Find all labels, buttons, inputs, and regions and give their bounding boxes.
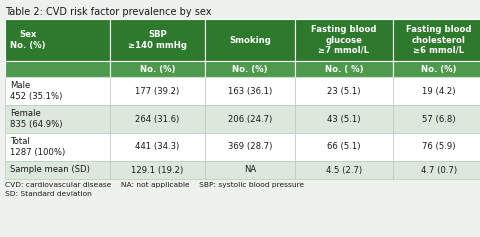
Bar [5, 133, 110, 161]
Text: 66 (5.1): 66 (5.1) [327, 142, 361, 151]
Text: 369 (28.7): 369 (28.7) [228, 142, 272, 151]
Bar [295, 161, 393, 179]
Text: 76 (5.9): 76 (5.9) [422, 142, 456, 151]
Bar [205, 105, 295, 133]
Text: 4.7 (0.7): 4.7 (0.7) [421, 165, 457, 174]
Bar [393, 105, 480, 133]
Text: Female
835 (64.9%): Female 835 (64.9%) [10, 109, 62, 129]
Text: NA: NA [244, 165, 256, 174]
Bar [393, 61, 480, 77]
Text: Total
1287 (100%): Total 1287 (100%) [10, 137, 65, 157]
Bar [393, 19, 480, 61]
Text: CVD: cardiovascular disease    NA: not applicable    SBP: systolic blood pressur: CVD: cardiovascular disease NA: not appl… [5, 182, 304, 188]
Bar [110, 77, 205, 105]
Bar [205, 61, 295, 77]
Bar [205, 133, 295, 161]
Bar [5, 77, 110, 105]
Text: 206 (24.7): 206 (24.7) [228, 114, 272, 123]
Bar [205, 19, 295, 61]
Text: Male
452 (35.1%): Male 452 (35.1%) [10, 81, 62, 101]
Text: No. (%): No. (%) [140, 64, 175, 73]
Text: Smoking: Smoking [229, 36, 271, 45]
Text: No. (%): No. (%) [232, 64, 268, 73]
Bar [110, 105, 205, 133]
Text: Fasting blood
glucose
≥7 mmol/L: Fasting blood glucose ≥7 mmol/L [311, 25, 377, 55]
Bar [110, 133, 205, 161]
Text: Fasting blood
cholesterol
≥6 mmol/L: Fasting blood cholesterol ≥6 mmol/L [406, 25, 472, 55]
Bar [295, 61, 393, 77]
Bar [205, 77, 295, 105]
Bar [295, 105, 393, 133]
Text: 57 (6.8): 57 (6.8) [422, 114, 456, 123]
Text: 129.1 (19.2): 129.1 (19.2) [132, 165, 184, 174]
Text: 441 (34.3): 441 (34.3) [135, 142, 180, 151]
Text: No. ( %): No. ( %) [325, 64, 363, 73]
Bar [393, 77, 480, 105]
Text: 19 (4.2): 19 (4.2) [422, 87, 456, 96]
Text: Sex
No. (%): Sex No. (%) [10, 30, 46, 50]
Text: SD: Standard deviation: SD: Standard deviation [5, 191, 92, 197]
Text: 177 (39.2): 177 (39.2) [135, 87, 180, 96]
Bar [110, 61, 205, 77]
Bar [205, 161, 295, 179]
Bar [5, 61, 110, 77]
Bar [110, 161, 205, 179]
Text: No. (%): No. (%) [421, 64, 457, 73]
Bar [5, 19, 110, 61]
Text: 264 (31.6): 264 (31.6) [135, 114, 180, 123]
Bar [295, 133, 393, 161]
Text: Sample mean (SD): Sample mean (SD) [10, 165, 90, 174]
Bar [110, 19, 205, 61]
Bar [295, 77, 393, 105]
Text: 23 (5.1): 23 (5.1) [327, 87, 361, 96]
Bar [5, 105, 110, 133]
Bar [393, 133, 480, 161]
Text: Table 2: CVD risk factor prevalence by sex: Table 2: CVD risk factor prevalence by s… [5, 7, 212, 17]
Text: 43 (5.1): 43 (5.1) [327, 114, 361, 123]
Bar [5, 161, 110, 179]
Text: SBP
≥140 mmHg: SBP ≥140 mmHg [128, 30, 187, 50]
Bar [295, 19, 393, 61]
Text: 163 (36.1): 163 (36.1) [228, 87, 272, 96]
Bar [393, 161, 480, 179]
Text: 4.5 (2.7): 4.5 (2.7) [326, 165, 362, 174]
